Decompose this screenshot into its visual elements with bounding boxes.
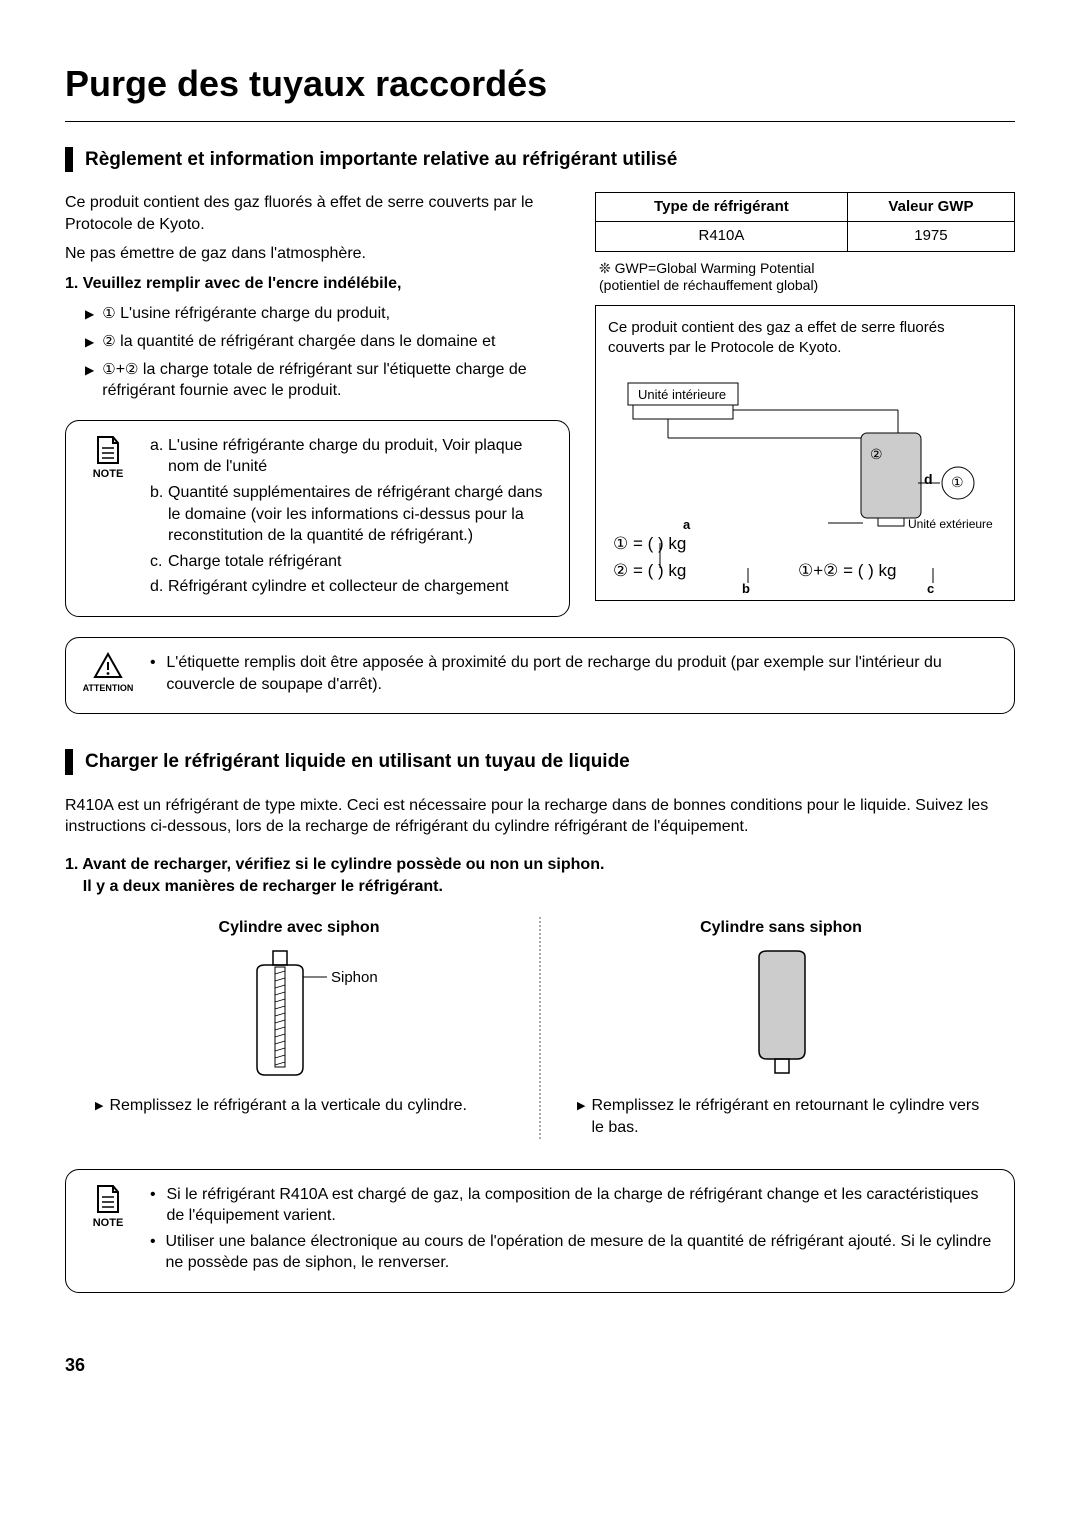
note-callout-1: NOTE a.L'usine réfrigérante charge du pr… bbox=[65, 420, 570, 617]
letter-c: c. bbox=[150, 551, 160, 573]
note2-b1: Si le réfrigérant R410A est chargé de ga… bbox=[166, 1184, 998, 1227]
page-title: Purge des tuyaux raccordés bbox=[65, 60, 1015, 109]
td-type: R410A bbox=[596, 222, 848, 251]
cyl-left-title: Cylindre avec siphon bbox=[65, 917, 533, 939]
title-rule bbox=[65, 121, 1015, 122]
attention-icon: ATTENTION bbox=[78, 652, 138, 699]
note2-label: NOTE bbox=[78, 1216, 138, 1231]
cyl-right-title: Cylindre sans siphon bbox=[547, 917, 1015, 939]
siphon-label: Siphon bbox=[331, 969, 378, 986]
cylinder-row: Cylindre avec siphon Siphon bbox=[65, 917, 1015, 1138]
note-body: a.L'usine réfrigérante charge du produit… bbox=[150, 435, 553, 602]
triangle-icon: ▶ bbox=[85, 359, 94, 381]
circled-1-icon: ① bbox=[102, 361, 115, 378]
triangle-icon: ▶ bbox=[577, 1095, 585, 1138]
s2-list-intro: 1. Avant de recharger, vérifiez si le cy… bbox=[65, 854, 1015, 897]
triangle-icon: ▶ bbox=[85, 303, 94, 325]
bullet-icon: • bbox=[150, 1231, 157, 1274]
section1-left: Ce produit contient des gaz fluorés à ef… bbox=[65, 192, 570, 617]
td-gwp: 1975 bbox=[847, 222, 1014, 251]
cyl-right-text: Remplissez le réfrigérant en retournant … bbox=[591, 1095, 985, 1138]
attention-body: •L'étiquette remplis doit être apposée à… bbox=[150, 652, 998, 699]
section1-columns: Ce produit contient des gaz fluorés à ef… bbox=[65, 192, 1015, 617]
refrigerant-diagram-box: Ce produit contient des gaz a effet de s… bbox=[595, 305, 1015, 602]
document-icon bbox=[95, 435, 121, 465]
label-circle2: ② bbox=[870, 445, 883, 464]
refrigerant-table: Type de réfrigérant Valeur GWP R410A 197… bbox=[595, 192, 1015, 252]
note-callout-2: NOTE •Si le réfrigérant R410A est chargé… bbox=[65, 1169, 1015, 1293]
triangle-icon: ▶ bbox=[85, 331, 94, 353]
section1-heading: Règlement et information importante rela… bbox=[65, 147, 1015, 173]
cylinder-siphon-icon: Siphon bbox=[209, 949, 389, 1079]
eq3: ①+② = ( ) kg bbox=[798, 560, 897, 583]
s2-p1: R410A est un réfrigérant de type mixte. … bbox=[65, 795, 1015, 838]
label-d: d bbox=[924, 470, 933, 489]
s1-list-intro-text: Veuillez remplir avec de l'encre indéléb… bbox=[83, 275, 402, 292]
triangle-icon: ▶ bbox=[95, 1095, 103, 1117]
label-exterior: Unité extérieure bbox=[908, 516, 993, 532]
s1-p1: Ce produit contient des gaz fluorés à ef… bbox=[65, 192, 570, 235]
note-b: Quantité supplémentaires de réfrigérant … bbox=[168, 482, 553, 547]
label-interior: Unité intérieure bbox=[636, 386, 728, 404]
page-number: 36 bbox=[65, 1353, 1015, 1377]
circled-2-icon: ② bbox=[125, 361, 138, 378]
circled-1-icon: ① bbox=[102, 305, 115, 322]
letter-a: a. bbox=[150, 435, 160, 478]
label-circle1: ① bbox=[951, 473, 964, 492]
s1-list-num: 1. bbox=[65, 275, 78, 292]
s1-li3: ▶ ①+② la charge totale de réfrigérant su… bbox=[85, 359, 570, 402]
s1-li1: ▶ ① L'usine réfrigérante charge du produ… bbox=[85, 303, 570, 325]
s2-list-num: 1. bbox=[65, 856, 78, 873]
gwp-note: ❊ GWP=Global Warming Potential (potienti… bbox=[599, 260, 1015, 295]
note2-body: •Si le réfrigérant R410A est chargé de g… bbox=[150, 1184, 998, 1278]
cyl-left-instr: ▶ Remplissez le réfrigérant a la vertica… bbox=[95, 1095, 503, 1117]
gwp-l2: (potientiel de réchauffement global) bbox=[599, 277, 1015, 295]
label-a: a bbox=[683, 516, 690, 534]
eq1: ① = ( ) kg bbox=[613, 533, 686, 556]
cyl-with-siphon: Cylindre avec siphon Siphon bbox=[65, 917, 533, 1138]
th-gwp: Valeur GWP bbox=[847, 193, 1014, 222]
s1-li3-text: la charge totale de réfrigérant sur l'ét… bbox=[102, 361, 526, 400]
s2-b1: Avant de recharger, vérifiez si le cylin… bbox=[82, 856, 604, 873]
s1-li2-text: la quantité de réfrigérant chargée dans … bbox=[116, 333, 496, 350]
note-c: Charge totale réfrigérant bbox=[168, 551, 341, 573]
note-icon: NOTE bbox=[78, 435, 138, 602]
schematic: Unité intérieure Unité extérieure ② ① d … bbox=[608, 368, 1002, 588]
bullet-icon: • bbox=[150, 652, 158, 695]
note-a: L'usine réfrigérante charge du produit, … bbox=[168, 435, 553, 478]
bullet-icon: • bbox=[150, 1184, 158, 1227]
s1-list: ▶ ① L'usine réfrigérante charge du produ… bbox=[85, 303, 570, 402]
section1-right: Type de réfrigérant Valeur GWP R410A 197… bbox=[595, 192, 1015, 617]
cyl-right-instr: ▶ Remplissez le réfrigérant en retournan… bbox=[577, 1095, 985, 1138]
letter-d: d. bbox=[150, 576, 160, 598]
attention-callout: ATTENTION •L'étiquette remplis doit être… bbox=[65, 637, 1015, 714]
cylinder-inverted-icon bbox=[721, 949, 841, 1079]
s1-li1-text: L'usine réfrigérante charge du produit, bbox=[116, 305, 390, 322]
attention-label: ATTENTION bbox=[78, 682, 138, 694]
section2-heading: Charger le réfrigérant liquide en utilis… bbox=[65, 749, 1015, 775]
label-c: c bbox=[927, 580, 934, 598]
cyl-without-siphon: Cylindre sans siphon ▶ Remplissez le réf… bbox=[547, 917, 1015, 1138]
vertical-divider bbox=[539, 917, 541, 1138]
eq2: ② = ( ) kg bbox=[613, 560, 686, 583]
s1-list-intro: 1. Veuillez remplir avec de l'encre indé… bbox=[65, 273, 570, 295]
warning-triangle-icon bbox=[93, 652, 123, 680]
attention-text: L'étiquette remplis doit être apposée à … bbox=[166, 652, 998, 695]
gwp-l1: ❊ GWP=Global Warming Potential bbox=[599, 260, 1015, 278]
diagram-text: Ce produit contient des gaz a effet de s… bbox=[608, 318, 1002, 359]
note-d: Réfrigérant cylindre et collecteur de ch… bbox=[168, 576, 509, 598]
document-icon bbox=[95, 1184, 121, 1214]
note2-b2: Utiliser une balance électronique au cou… bbox=[165, 1231, 998, 1274]
label-b: b bbox=[742, 580, 750, 598]
s1-p2: Ne pas émettre de gaz dans l'atmosphère. bbox=[65, 243, 570, 265]
s2-b2: Il y a deux manières de recharger le réf… bbox=[83, 878, 443, 895]
th-type: Type de réfrigérant bbox=[596, 193, 848, 222]
note-label: NOTE bbox=[78, 467, 138, 482]
circled-2-icon: ② bbox=[102, 333, 115, 350]
note-icon: NOTE bbox=[78, 1184, 138, 1278]
letter-b: b. bbox=[150, 482, 160, 547]
s1-li2: ▶ ② la quantité de réfrigérant chargée d… bbox=[85, 331, 570, 353]
cyl-left-text: Remplissez le réfrigérant a la verticale… bbox=[109, 1095, 466, 1117]
